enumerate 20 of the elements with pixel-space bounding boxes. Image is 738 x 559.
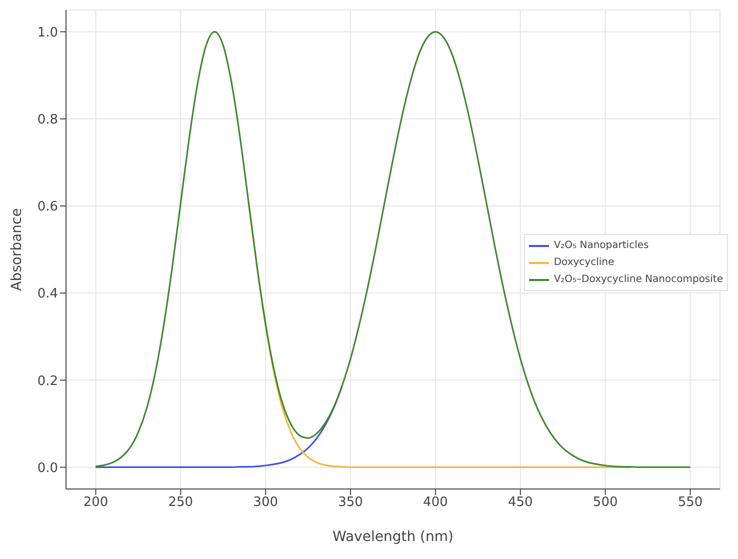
x-tick-label: 300 (253, 495, 278, 510)
y-tick-label: 0.4 (37, 286, 58, 302)
x-tick-label: 400 (423, 495, 448, 510)
legend-label: V₂O₅ Nanoparticles (554, 240, 649, 251)
legend-label: V₂O₅–Doxycycline Nanocomposite (554, 274, 723, 285)
y-tick-label: 0.0 (37, 460, 58, 476)
line-series (94, 385, 343, 468)
x-tick-label: 550 (678, 495, 703, 510)
legend-label: Doxycycline (554, 257, 614, 268)
y-tick-label: 0.2 (37, 374, 58, 389)
x-tick-label: 350 (338, 495, 363, 510)
x-axis-title: Wavelength (nm) (332, 528, 454, 545)
y-tick-label: 0.8 (37, 112, 58, 128)
x-tick-label: 200 (83, 495, 108, 510)
y-tick-label: 1.0 (37, 25, 58, 40)
x-tick-label: 500 (592, 495, 618, 510)
x-tick-label: 250 (168, 495, 194, 510)
y-tick-label: 0.6 (37, 200, 58, 215)
y-axis-title: Absorbance (8, 208, 25, 291)
x-tick-label: 450 (508, 495, 533, 510)
